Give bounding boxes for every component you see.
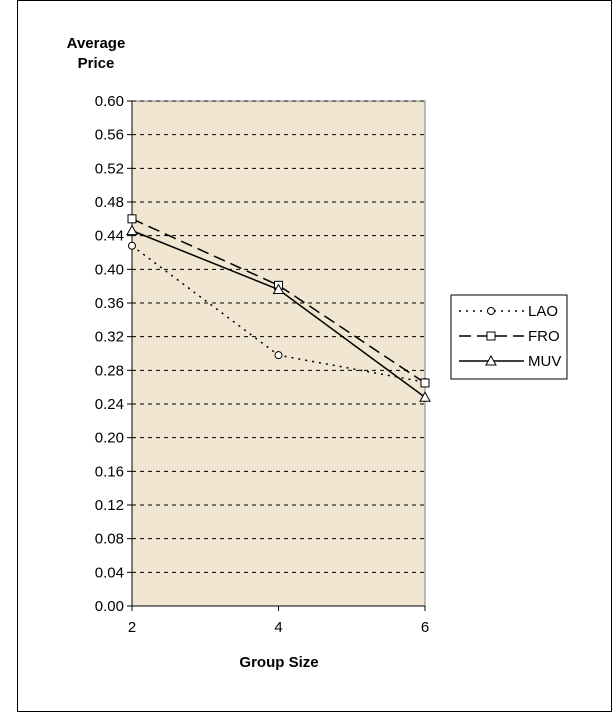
data-point-lao [274, 351, 283, 360]
y-tick-label: 0.40 [95, 261, 124, 278]
legend-marker-fro [486, 331, 496, 341]
y-tick-label: 0.28 [95, 362, 124, 379]
x-tick-labels: 2 4 6 [128, 619, 429, 636]
x-axis-title: Group Size [239, 654, 318, 671]
y-tick-label: 0.48 [95, 194, 124, 211]
y-tick-label: 0.00 [95, 598, 124, 615]
series-group [126, 214, 431, 402]
y-tick-label: 0.44 [95, 228, 124, 245]
x-tick-label: 4 [274, 619, 282, 636]
legend-label-muv: MUV [528, 353, 561, 370]
y-tick-label: 0.36 [95, 295, 124, 312]
y-tick-label: 0.52 [95, 160, 124, 177]
legend: LAO FRO MUV [450, 294, 568, 380]
grid-lines [132, 100, 425, 573]
y-tick-labels: 0.00 0.04 0.08 0.12 0.16 0.20 0.24 0.28 0.32 0.36… [95, 93, 124, 615]
y-tick-label: 0.04 [95, 564, 124, 581]
y-tick-label: 0.24 [95, 396, 124, 413]
data-point-fro [127, 214, 137, 224]
legend-marker-lao [487, 307, 495, 315]
legend-label-lao: LAO [528, 303, 558, 320]
data-point-muv [419, 391, 431, 402]
y-tick-label: 0.56 [95, 127, 124, 144]
legend-box [450, 294, 568, 380]
y-tick-label: 0.08 [95, 531, 124, 548]
data-point-muv [126, 224, 138, 236]
data-point-lao [128, 241, 136, 250]
y-tick-label: 0.32 [95, 329, 124, 346]
legend-marker-muv [485, 354, 497, 366]
data-point-fro [420, 378, 430, 388]
series-muv [126, 224, 431, 402]
data-point-muv [272, 283, 285, 295]
y-axis-title-line-2: Price [78, 55, 115, 72]
y-tick-label: 0.20 [95, 430, 124, 447]
x-tick-label: 6 [421, 619, 429, 636]
series-line-fro [131, 218, 426, 384]
y-tick-label: 0.12 [95, 497, 124, 514]
legend-label-fro: FRO [528, 328, 560, 345]
y-tick-label: 0.60 [95, 93, 124, 110]
y-tick-label: 0.16 [95, 463, 124, 480]
x-tick-label: 2 [128, 619, 136, 636]
axes [127, 100, 426, 611]
y-axis-title-line-1: Average [67, 35, 126, 52]
